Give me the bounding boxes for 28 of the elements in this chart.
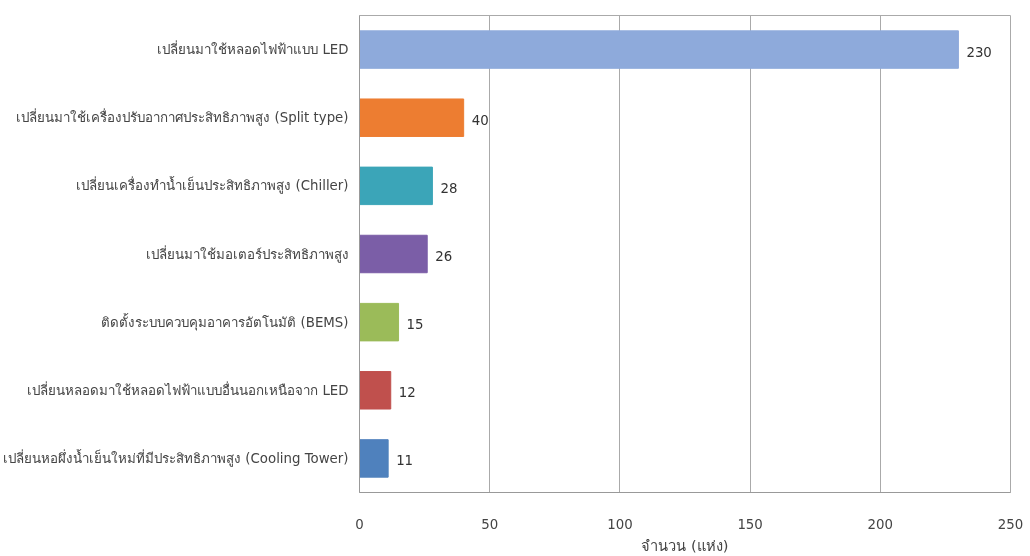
x-tick-label: 100: [607, 516, 633, 532]
data-label: 15: [406, 317, 424, 333]
data-label: 26: [435, 249, 453, 264]
x-axis-title: จำนวน (แห่ง): [641, 536, 729, 554]
data-label: 230: [966, 44, 992, 60]
bar: [359, 234, 428, 274]
x-tick-label: 0: [355, 516, 364, 532]
bar: [359, 30, 959, 69]
y-tick-label: เปลี่ยนหอผึ่งน้ำเย็นใหม่ที่มีประสิทธิภาพสูง (Cooling Tower): [3, 448, 349, 467]
data-label: 28: [440, 180, 458, 196]
y-tick-label: เปลี่ยนมาใช้มอเตอร์ประสิทธิภาพสูง: [145, 244, 349, 263]
data-label: 12: [398, 385, 416, 401]
y-tick-label: เปลี่ยนมาใช้หลอดไฟฟ้าแบบ LED: [157, 40, 349, 58]
bar: [359, 98, 465, 137]
bar: [359, 439, 389, 478]
bar: [359, 166, 433, 206]
y-tick-label: เปลี่ยนหลอดมาใช้หลอดไฟฟ้าแบบอื่นนอกเหนือจาก LED: [27, 380, 349, 398]
x-tick-label: 200: [867, 516, 894, 532]
bar: [359, 302, 400, 342]
data-label: 11: [396, 453, 414, 469]
bar: [359, 371, 392, 410]
x-tick-label: 50: [481, 516, 499, 532]
y-tick-label: เปลี่ยนเครื่องทำน้ำเย็นประสิทธิภาพสูง (Chiller): [76, 176, 349, 195]
x-tick-label: 150: [737, 516, 763, 532]
data-label: 40: [471, 112, 489, 128]
y-tick-label: ติดตั้งระบบควบคุมอาคารอัตโนมัติ (BEMS): [101, 312, 349, 331]
x-tick-label: 250: [997, 516, 1024, 532]
y-tick-label: เปลี่ยนมาใช้เครื่องปรับอากาศประสิทธิภาพสูง (Split type): [16, 108, 349, 127]
